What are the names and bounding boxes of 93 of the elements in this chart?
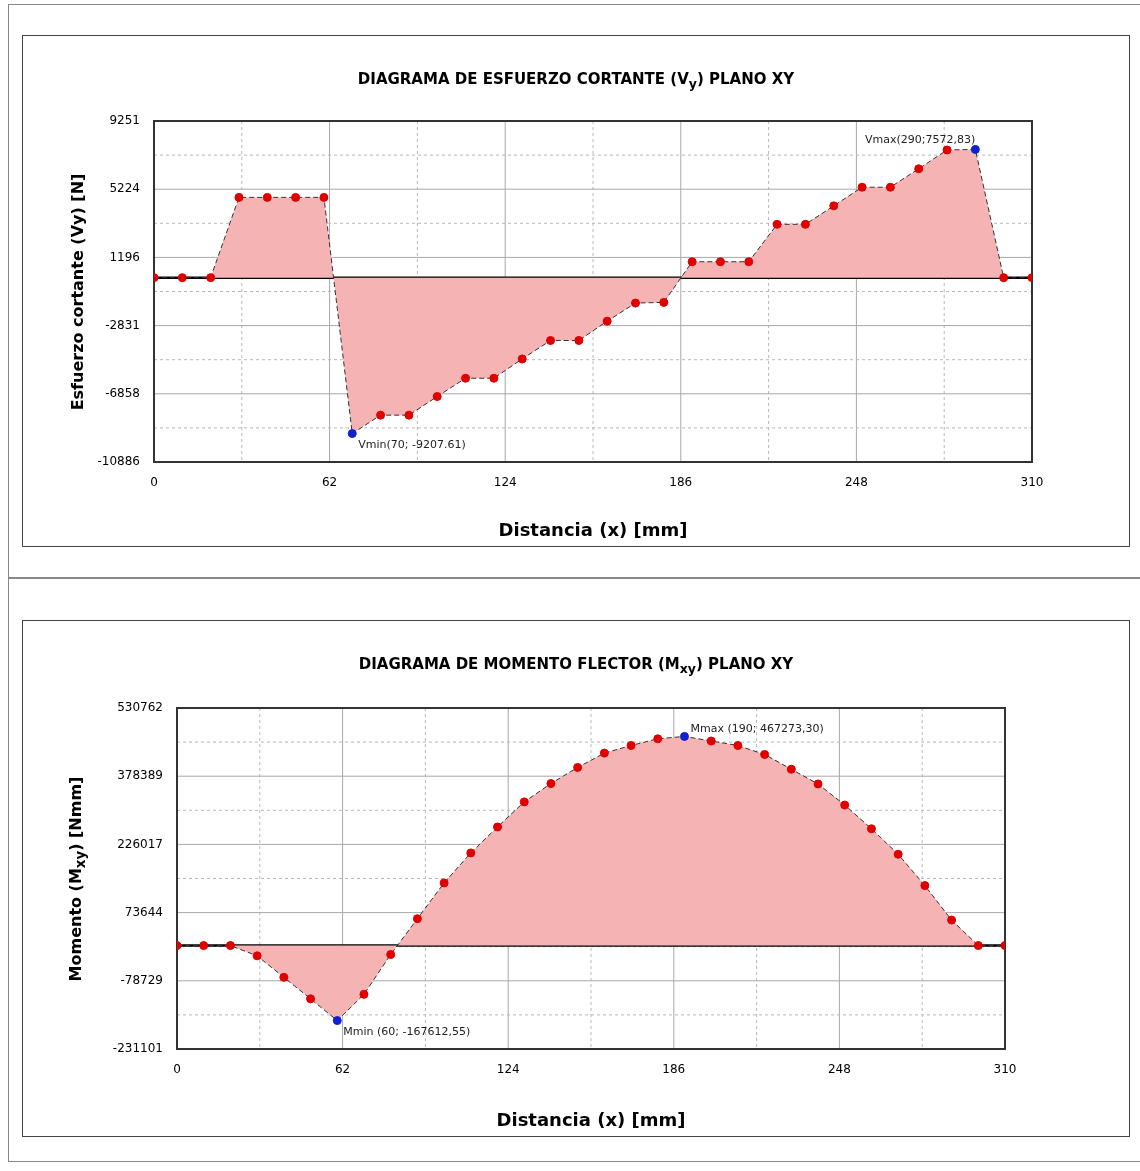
point [973, 941, 983, 951]
point [225, 941, 235, 951]
annotation: Vmin(70; -9207.61) [358, 437, 466, 451]
y-tick-label: 530762 [117, 700, 163, 715]
point [306, 994, 316, 1004]
y-tick-label: -10886 [97, 454, 140, 469]
point [840, 800, 850, 810]
point [942, 145, 952, 155]
point [920, 881, 930, 891]
point [332, 1016, 342, 1026]
x-tick-label: 248 [844, 475, 868, 490]
point [347, 429, 357, 439]
point [493, 822, 503, 832]
x-tick-label: 310 [1020, 475, 1044, 490]
point [439, 878, 449, 888]
y-tick-label: 73644 [124, 904, 163, 919]
point [517, 354, 527, 364]
point [319, 192, 329, 202]
point [885, 182, 895, 192]
point [359, 989, 369, 999]
point [404, 410, 414, 420]
point [199, 941, 209, 951]
y-tick-label: 378389 [117, 768, 163, 783]
point [519, 797, 529, 807]
y-axis-title: Esfuerzo cortante (Vy) [N] [67, 173, 87, 410]
point [573, 762, 583, 772]
x-tick-label: 124 [496, 1062, 520, 1077]
point [733, 740, 743, 750]
y-tick-label: -2831 [105, 317, 140, 332]
point [461, 373, 471, 383]
point [546, 779, 556, 789]
point [947, 915, 957, 925]
point [234, 192, 244, 202]
point [866, 824, 876, 834]
point [772, 219, 782, 229]
x-tick-label: 186 [662, 1062, 686, 1077]
point [659, 297, 669, 307]
y-tick-label: -78729 [120, 972, 163, 987]
point [744, 257, 754, 267]
point [999, 273, 1009, 283]
x-tick-label: 62 [334, 1062, 351, 1077]
point [466, 848, 476, 858]
point [546, 335, 556, 345]
chart-title: DIAGRAMA DE ESFUERZO CORTANTE (V$_{y}$) PLANO XY [356, 70, 796, 91]
point [177, 273, 187, 283]
annotation: Mmin (60; -167612,55) [343, 1024, 471, 1038]
point [376, 410, 386, 420]
x-tick-label: 310 [993, 1062, 1017, 1077]
x-tick-label: 186 [669, 475, 693, 490]
y-tick-label: -231101 [112, 1041, 163, 1056]
y-tick-label: 5224 [109, 181, 140, 196]
point [206, 273, 216, 283]
point [489, 373, 499, 383]
point [800, 219, 810, 229]
point [262, 192, 272, 202]
point [893, 849, 903, 859]
point [630, 298, 640, 308]
x-tick-label: 248 [827, 1062, 851, 1077]
point [786, 764, 796, 774]
point [706, 736, 716, 746]
point [599, 748, 609, 758]
y-tick-label: 9251 [109, 113, 140, 128]
y-tick-label: 226017 [117, 836, 163, 851]
point [679, 731, 689, 741]
point [626, 740, 636, 750]
point [252, 951, 262, 961]
point [386, 950, 396, 960]
point [687, 257, 697, 267]
point [432, 392, 442, 402]
x-axis-title: Distancia (x) [mm] [496, 1108, 686, 1130]
x-axis-title: Distancia (x) [mm] [498, 518, 688, 540]
point [857, 182, 867, 192]
y-tick-label: -6858 [105, 385, 140, 400]
point [715, 257, 725, 267]
point [279, 972, 289, 982]
annotation: Vmax(290;7572,83) [865, 132, 976, 146]
point [574, 335, 584, 345]
y-tick-label: 1196 [109, 249, 140, 264]
point [412, 914, 422, 924]
point [813, 779, 823, 789]
point [970, 144, 980, 154]
point [653, 734, 663, 744]
point [914, 164, 924, 174]
x-tick-label: 124 [493, 475, 517, 490]
point [829, 201, 839, 211]
x-tick-label: 62 [321, 475, 338, 490]
point [602, 316, 612, 326]
point [760, 749, 770, 759]
point [291, 192, 301, 202]
chart-title: DIAGRAMA DE MOMENTO FLECTOR (M$_{xy}$) PLANO XY [357, 655, 795, 676]
x-tick-label: 0 [173, 1062, 181, 1077]
annotation: Mmax (190; 467273,30) [690, 721, 824, 735]
x-tick-label: 0 [150, 475, 158, 490]
